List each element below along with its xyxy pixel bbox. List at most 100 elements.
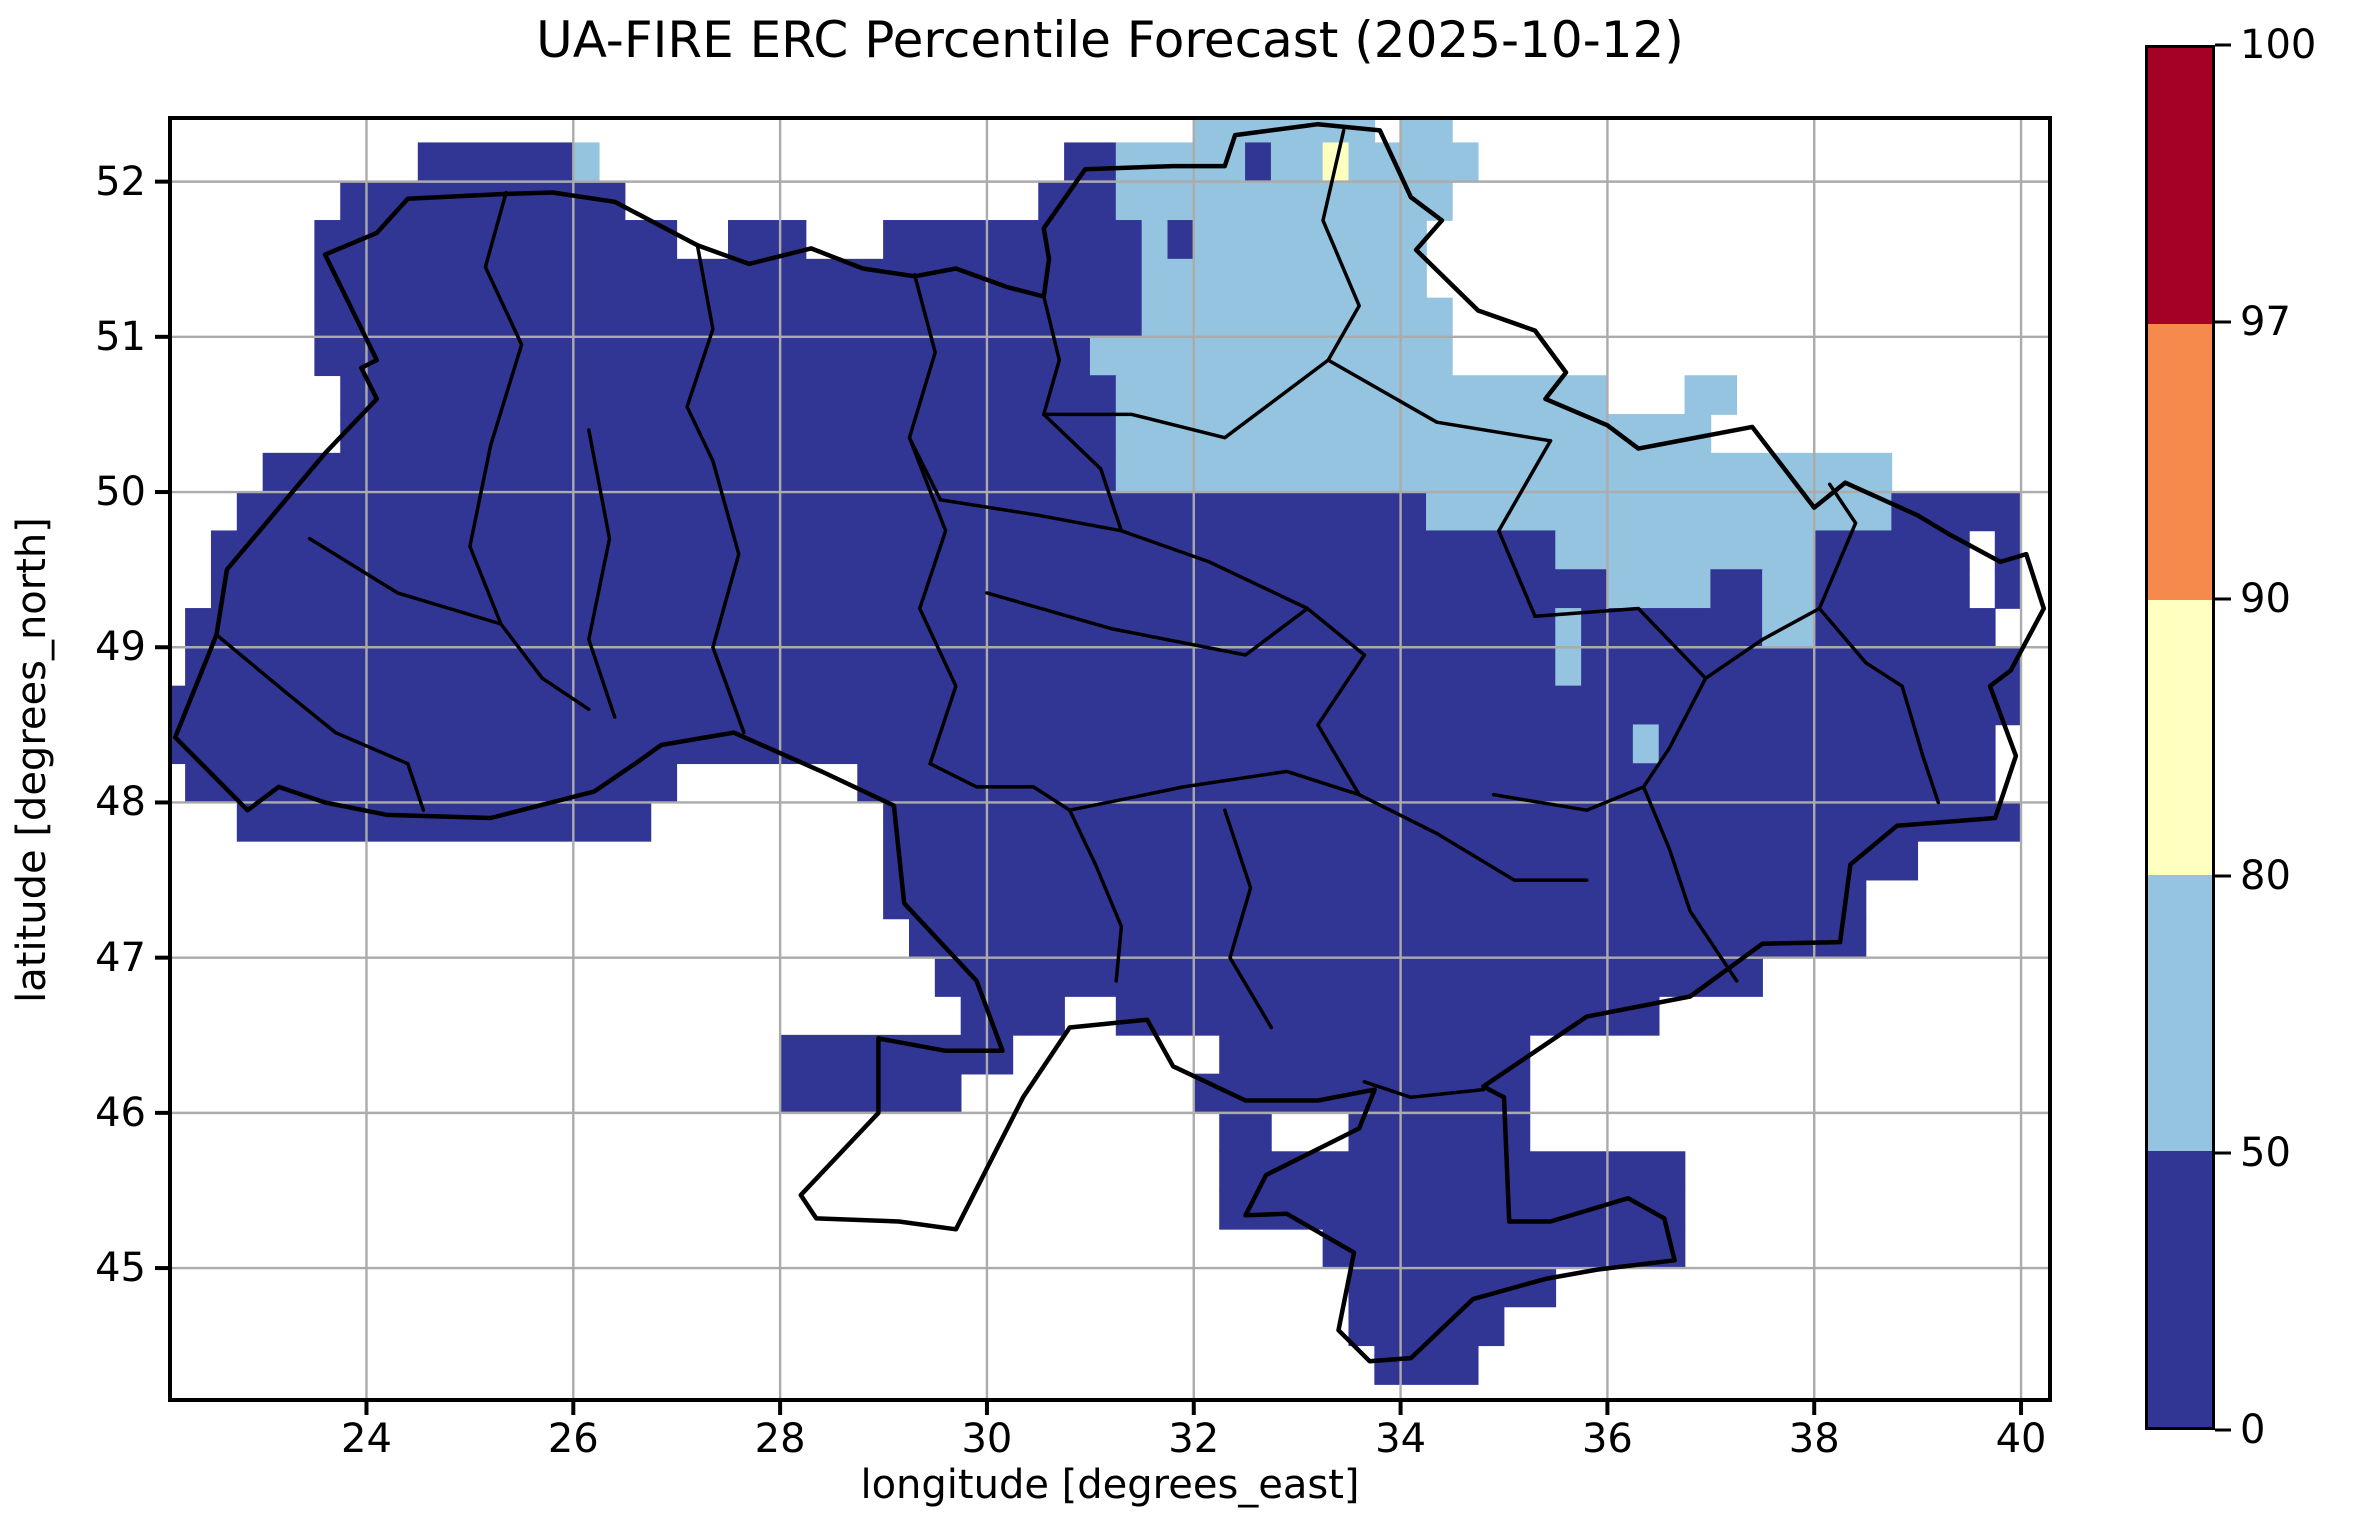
colorbar-tick (2215, 43, 2231, 47)
grid-cell (1115, 375, 1608, 415)
grid-cell (1115, 996, 1660, 1036)
grid-cell (1581, 646, 2022, 687)
oblast-border (307, 536, 503, 626)
grid-cell (1089, 336, 1453, 377)
grid-cell (185, 646, 1557, 687)
colorbar-tick-label: 90 (2240, 576, 2291, 622)
grid-cell (340, 414, 1117, 454)
colorbar-tick (2215, 320, 2231, 324)
oblast-border (685, 243, 715, 463)
oblast-border (1357, 792, 1589, 882)
grid-cell (1219, 1190, 1686, 1230)
x-tick-label: 26 (547, 1416, 599, 1462)
grid-cell (1994, 530, 2022, 571)
grid-cell (1167, 220, 1195, 260)
oblast-border (938, 498, 1124, 533)
y-tick-label: 46 (95, 1089, 146, 1136)
grid-cell (1245, 142, 1272, 183)
y-tick-label: 50 (95, 469, 146, 516)
oblast-border (1533, 606, 1708, 681)
grid-cell (1813, 569, 1970, 609)
grid-cell (1115, 452, 1893, 493)
y-tick-label: 49 (95, 624, 146, 671)
oblast-border (483, 190, 524, 448)
grid-cell (1994, 569, 2022, 609)
colorbar (2145, 45, 2215, 1430)
oblast-border (1042, 412, 1367, 657)
grid-cell (1193, 220, 1427, 260)
y-tick-label: 52 (95, 158, 146, 205)
grid-cell (236, 802, 652, 842)
grid-cell (1115, 181, 1453, 221)
grid-cell (170, 685, 2022, 726)
grid-cell (1374, 1345, 1479, 1385)
x-axis-label: longitude [degrees_east] (860, 1462, 1360, 1508)
plot-frame (168, 116, 2052, 1402)
grid-cell (857, 763, 1996, 803)
grid-cell (236, 491, 1427, 532)
x-tick-label: 32 (1168, 1416, 1220, 1462)
colorbar-tick-label: 0 (2240, 1407, 2266, 1453)
colorbar-segment (2148, 1151, 2212, 1427)
grid-cell (1193, 118, 1376, 144)
colorbar-tick-label: 97 (2240, 299, 2291, 345)
colorbar-segment (2148, 875, 2212, 1152)
y-tick-label: 51 (95, 313, 146, 360)
oblast-border (1641, 676, 1708, 789)
x-tick-label: 24 (341, 1416, 392, 1462)
x-tick-label: 34 (1375, 1416, 1427, 1462)
colorbar-tick-label: 80 (2240, 853, 2291, 899)
grid-cell (883, 879, 1867, 920)
admin-boundaries (172, 121, 2047, 1364)
y-tick-label: 45 (95, 1245, 146, 1292)
colorbar-segment (2148, 48, 2212, 324)
colorbar-tick-label: 50 (2240, 1130, 2291, 1176)
x-tick-label: 40 (1995, 1416, 2047, 1462)
oblast-border (907, 273, 943, 502)
grid-cell (340, 181, 626, 221)
grid-cell (210, 569, 1608, 609)
x-tick-label: 38 (1788, 1416, 1840, 1462)
grid-cell (314, 258, 1143, 299)
raster-cells (170, 118, 2022, 1385)
oblast-border (907, 435, 958, 766)
grid-cell (934, 957, 1763, 997)
oblast-border (499, 622, 591, 712)
grid-cell (314, 297, 1143, 338)
oblast-border (1817, 606, 1941, 805)
grid-cell (1607, 569, 1712, 609)
chart-title: UA-FIRE ERC Percentile Forecast (2025-10… (536, 11, 1684, 69)
oblast-border (1316, 653, 1367, 797)
oblast-border (711, 459, 746, 735)
grid-cell (1710, 569, 1763, 609)
x-tick-label: 36 (1581, 1416, 1633, 1462)
grid-cell (883, 220, 1143, 260)
x-tick-label: 28 (754, 1416, 806, 1462)
colorbar-tick (2215, 1151, 2231, 1155)
oblast-border (1362, 1080, 1486, 1100)
grid-cell (1219, 1112, 1272, 1153)
oblast-border (1067, 769, 1361, 812)
oblast-border (1641, 785, 1739, 983)
x-tick-label: 30 (961, 1416, 1013, 1462)
grid-cell (1348, 1267, 1557, 1308)
grid-cell (1038, 181, 1117, 221)
colorbar-tick (2215, 597, 2231, 601)
grid-cell (210, 530, 1557, 571)
oblast-border (1223, 808, 1274, 1030)
grid-cell (883, 802, 2022, 842)
grid-cell (262, 452, 1117, 493)
grid-cell (1348, 142, 1479, 183)
grid-cell (1658, 724, 1996, 765)
oblast-border (1321, 128, 1361, 362)
y-axis-label: latitude [degrees_north] (9, 517, 55, 1003)
colorbar-segment (2148, 323, 2212, 600)
grid-cell (779, 1073, 962, 1114)
oblast-border (1491, 785, 1646, 812)
oblast-border (985, 591, 1310, 657)
grid-cell (1555, 646, 1582, 687)
y-tick-label: 47 (95, 934, 146, 981)
oblast-border (1326, 358, 1553, 443)
grid-cell (960, 996, 1065, 1036)
